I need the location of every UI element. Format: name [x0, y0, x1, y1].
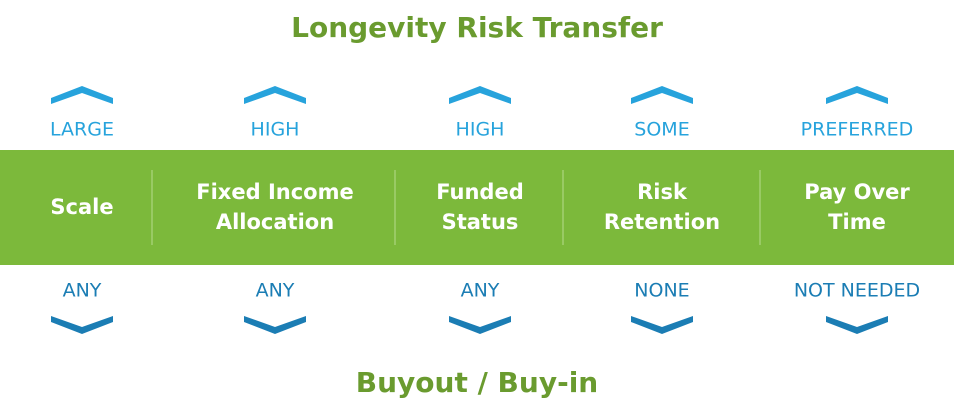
column-label: Status: [442, 210, 519, 234]
bottom-title: Buyout / Buy-in: [356, 366, 598, 399]
column-label: Fixed Income: [196, 180, 353, 204]
bottom-label: ANY: [63, 280, 102, 302]
bottom-label: ANY: [461, 280, 500, 302]
title: Longevity Risk Transfer: [291, 11, 663, 44]
column-label: Pay Over: [804, 180, 910, 204]
top-label: SOME: [634, 119, 689, 141]
band: [0, 150, 954, 265]
down-chevron: [449, 316, 511, 334]
down-chevron: [51, 316, 113, 334]
bottom-label: NONE: [634, 280, 689, 302]
bottom-label: ANY: [256, 280, 295, 302]
down-chevron: [244, 316, 306, 334]
up-chevron: [826, 86, 888, 104]
column-label: Time: [828, 210, 886, 234]
top-label: LARGE: [50, 119, 114, 141]
up-chevron: [51, 86, 113, 104]
top-label: HIGH: [456, 119, 505, 141]
top-label: PREFERRED: [801, 119, 914, 141]
up-chevron: [244, 86, 306, 104]
column-label: Funded: [436, 180, 524, 204]
column-label: Scale: [50, 195, 113, 219]
down-chevron: [826, 316, 888, 334]
down-chevron: [631, 316, 693, 334]
column-label: Allocation: [216, 210, 334, 234]
top-label: HIGH: [251, 119, 300, 141]
bottom-label: NOT NEEDED: [794, 280, 920, 302]
column-label: Risk: [637, 180, 688, 204]
up-chevron: [449, 86, 511, 104]
column-label: Retention: [604, 210, 720, 234]
up-chevron: [631, 86, 693, 104]
